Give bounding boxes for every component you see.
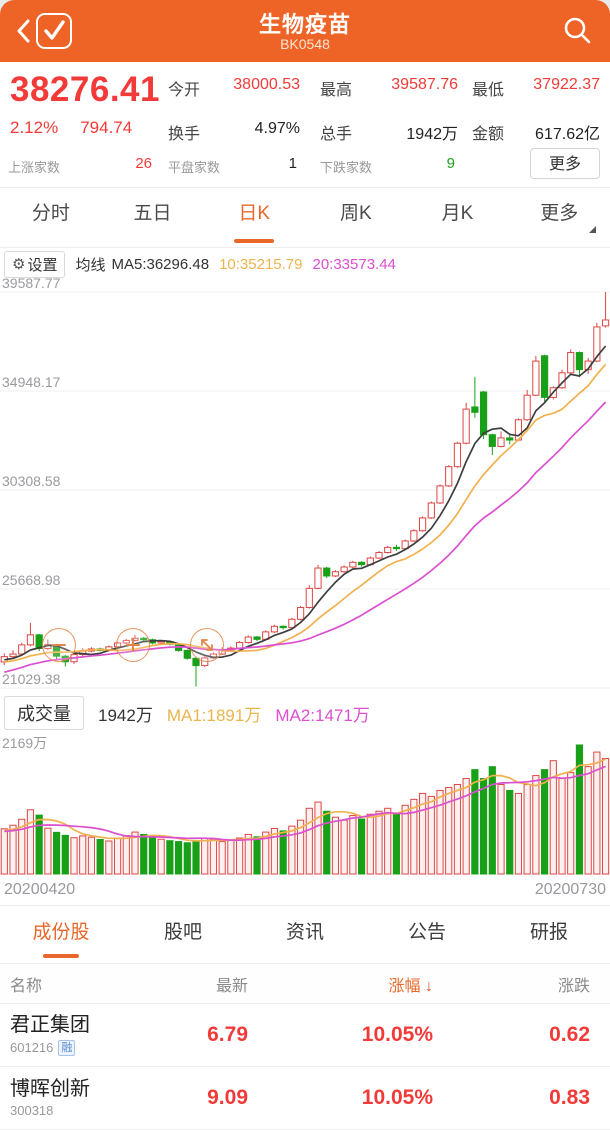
page-title: 生物疫苗 (258, 12, 351, 37)
stock-code: 601216 融 (10, 1040, 150, 1056)
stock-chg: 0.83 (549, 1086, 590, 1109)
expand-button[interactable] (190, 628, 224, 662)
tab-news[interactable]: 资讯 (285, 922, 324, 943)
watchlist-check-icon[interactable] (36, 13, 72, 49)
dropdown-corner-icon (589, 226, 597, 233)
stock-table-header: 名称 最新 涨幅 ↓ 涨跌 (0, 964, 610, 1004)
volume-axis-label: 2169万 (2, 735, 48, 751)
stock-last: 9.09 (207, 1086, 248, 1109)
date-start: 20200420 (4, 881, 76, 898)
margin-badge: 融 (58, 1040, 76, 1056)
volume-indicator-button[interactable]: 成交量 (4, 696, 84, 730)
stock-name-cell: 君正集团 601216 融 (0, 1014, 150, 1056)
tab-five-day[interactable]: 五日 (133, 203, 172, 224)
stock-name: 博晖创新 (10, 1077, 90, 1100)
tab-day-k[interactable]: 日K (203, 188, 305, 247)
breadth-value-advancers: 26 (135, 155, 152, 172)
breadth-label-decliners: 下跌家数 (320, 160, 373, 175)
symbol-code: BK0548 (280, 36, 330, 52)
stock-pct: 10.05% (361, 1023, 433, 1046)
tab-research[interactable]: 研报 (529, 922, 568, 943)
app-header: 生物疫苗 BK0548 (0, 0, 610, 62)
breadth-label-advancers: 上涨家数 (8, 160, 61, 175)
checkmark-icon (44, 20, 65, 40)
ma10-value: 10:35215.79 (219, 255, 303, 273)
tab-minute[interactable]: 分时 (31, 203, 70, 224)
zoom-in-button[interactable] (116, 628, 150, 662)
volume-legend-bar: 成交量 1942万 MA1:1891万 MA2:1471万 (0, 695, 610, 731)
volume-chart-svg[interactable] (0, 731, 610, 877)
tab-more[interactable]: 更多 (508, 188, 610, 247)
search-icon (564, 17, 591, 44)
zoom-out-button[interactable] (42, 628, 76, 662)
breadth-label-unchanged: 平盘家数 (168, 160, 221, 175)
price-chart-svg[interactable] (0, 280, 610, 695)
stat-open: 今开 38000.53 (168, 76, 300, 99)
expand-arrows-icon (201, 639, 213, 651)
stat-high: 最高 39587.76 (320, 76, 458, 99)
stat-turnover: 换手 4.97% (168, 120, 300, 143)
change-percent: 2.12% (10, 118, 59, 137)
stock-name-cell: 博晖创新 300318 (0, 1078, 150, 1118)
stat-volume: 总手 1942万 (320, 126, 458, 143)
section-tab-bar: 成份股 股吧 资讯 公告 研报 (0, 907, 610, 964)
volume-ma2: MA2:1471万 (275, 705, 370, 725)
ma-legend-bar: ⚙ 设置 均线 MA5:36296.48 10:35215.79 20:3357… (0, 248, 610, 280)
gear-icon: ⚙ (12, 256, 26, 273)
plus-icon (126, 638, 140, 652)
stock-code: 300318 (10, 1102, 54, 1118)
more-button[interactable]: 更多 (530, 148, 600, 179)
ma-prefix-label: 均线 (75, 256, 106, 274)
minus-icon (52, 644, 66, 646)
date-axis: 20200420 20200730 (0, 879, 610, 906)
stat-low: 最低 37922.37 (472, 76, 600, 99)
breadth-value-decliners: 9 (446, 155, 455, 172)
column-pct-sort[interactable]: 涨幅 ↓ (388, 977, 433, 995)
stat-amount: 金额 617.62亿 (472, 126, 600, 143)
date-end: 20200730 (534, 881, 606, 898)
column-last[interactable]: 最新 (215, 977, 248, 995)
period-tab-bar: 分时 五日 日K 周K 月K 更多 (0, 188, 610, 248)
settings-label: 设置 (27, 256, 58, 274)
tab-forum[interactable]: 股吧 (163, 922, 202, 943)
tab-constituents[interactable]: 成份股 (0, 907, 122, 963)
sort-desc-icon: ↓ (425, 977, 433, 995)
stock-last: 6.79 (207, 1023, 248, 1046)
quote-panel: 38276.41 2.12% 794.74 今开 38000.53 最高 39587.7… (0, 62, 610, 188)
column-name[interactable]: 名称 (10, 977, 43, 995)
volume-ma1: MA1:1891万 (166, 705, 262, 725)
ma5-value: MA5:36296.48 (111, 255, 210, 273)
change-absolute: 794.74 (80, 118, 133, 137)
back-button[interactable] (10, 14, 36, 48)
stock-row[interactable]: 君正集团 601216 融 6.79 10.05% 0.62 (0, 1004, 610, 1067)
column-change[interactable]: 涨跌 (557, 977, 590, 995)
volume-chart[interactable] (0, 731, 610, 877)
candlestick-chart[interactable]: 39587.77 34948.17 30308.58 25668.98 21029.38 (0, 275, 610, 695)
chart-settings-button[interactable]: ⚙ 设置 (4, 250, 66, 278)
last-price: 38276.41 (10, 70, 160, 109)
tab-month-k[interactable]: 月K (441, 203, 474, 224)
price-change: 2.12% 794.74 (10, 118, 154, 138)
volume-current: 1942万 (98, 705, 153, 725)
stock-row[interactable]: 博晖创新 300318 9.09 10.05% 0.83 (0, 1067, 610, 1130)
stock-name: 君正集团 (10, 1014, 90, 1036)
tab-announcements[interactable]: 公告 (407, 922, 446, 943)
stock-chg: 0.62 (549, 1023, 590, 1046)
tab-week-k[interactable]: 周K (340, 203, 372, 224)
search-button[interactable] (562, 15, 594, 47)
breadth-value-unchanged: 1 (288, 155, 297, 172)
ma20-value: 20:33573.44 (312, 255, 396, 273)
chevron-left-icon (17, 19, 30, 43)
stock-pct: 10.05% (361, 1086, 433, 1109)
